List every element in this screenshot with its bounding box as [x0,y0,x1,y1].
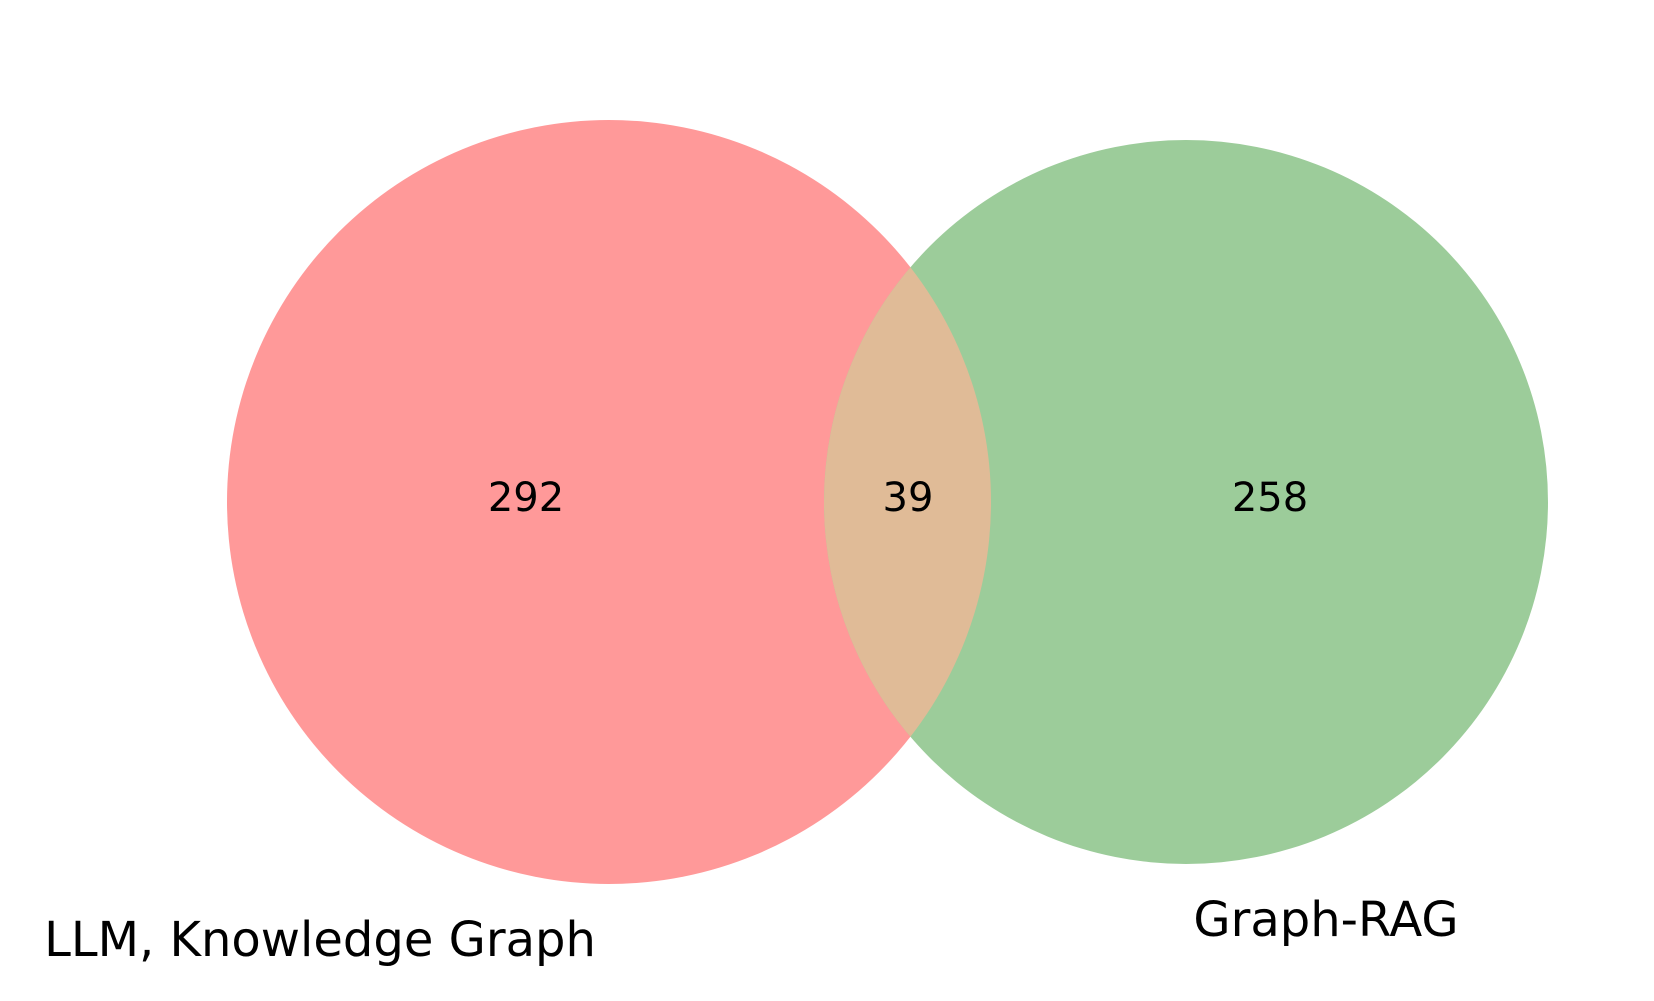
right-only-count: 258 [1232,475,1308,521]
set-label-graph-rag: Graph-RAG [1193,892,1458,948]
set-label-llm-knowledge-graph: LLM, Knowledge Graph [44,912,596,968]
set-circle-graph-rag [824,140,1548,864]
intersection-count: 39 [883,475,934,521]
left-only-count: 292 [488,475,564,521]
set-circle-llm-knowledge-graph [227,120,991,884]
